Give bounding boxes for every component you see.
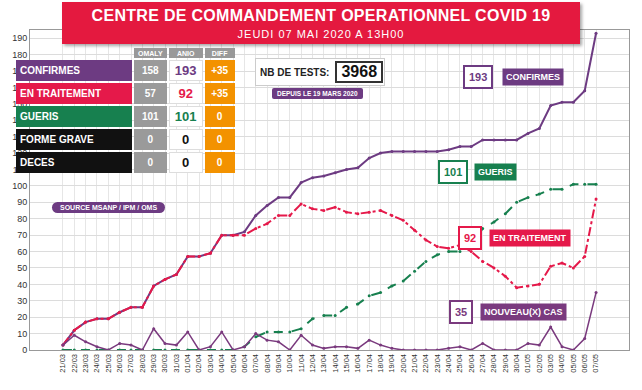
svg-text:30/03: 30/03 (160, 354, 169, 373)
html-text:0: 0 (216, 157, 223, 168)
svg-text:07/04: 07/04 (251, 354, 260, 373)
svg-text:100: 100 (12, 181, 27, 191)
html-text:ANIO: ANIO (176, 49, 195, 57)
svg-text:29/03: 29/03 (149, 354, 158, 373)
svg-text:NOUVEAU(X) CAS: NOUVEAU(X) CAS (484, 307, 563, 317)
svg-text:22/03: 22/03 (70, 354, 79, 373)
html-text:FORME GRAVE: FORME GRAVE (20, 134, 94, 145)
html-text:0: 0 (182, 132, 190, 147)
svg-text:14/04: 14/04 (331, 354, 340, 373)
html-text:+35: +35 (211, 88, 229, 99)
html-text:SOURCE MSANP / IPM / OMS: SOURCE MSANP / IPM / OMS (60, 204, 158, 211)
svg-text:CONFIRMES: CONFIRMES (506, 72, 560, 82)
svg-text:28/04: 28/04 (489, 354, 498, 373)
svg-text:04/04: 04/04 (217, 354, 226, 373)
svg-text:101: 101 (444, 166, 462, 178)
svg-text:03/04: 03/04 (206, 354, 215, 373)
html-text:0: 0 (147, 134, 154, 145)
svg-text:30: 30 (17, 296, 27, 306)
svg-text:24/04: 24/04 (444, 354, 453, 373)
svg-text:13/04: 13/04 (319, 354, 328, 373)
svg-text:70: 70 (17, 230, 27, 240)
html-text:0: 0 (216, 134, 223, 145)
svg-text:25/03: 25/03 (104, 354, 113, 373)
html-text:0: 0 (147, 157, 154, 168)
svg-text:01/05: 01/05 (523, 354, 532, 373)
svg-text:15/04: 15/04 (342, 354, 351, 373)
svg-text:10/04: 10/04 (285, 354, 294, 373)
svg-text:03/05: 03/05 (546, 354, 555, 373)
svg-text:30/04: 30/04 (512, 354, 521, 373)
html-text:JEUDI 07 MAI 2020 A 13H00: JEUDI 07 MAI 2020 A 13H00 (237, 28, 405, 40)
svg-text:27/04: 27/04 (478, 354, 487, 373)
svg-text:EN TRAITEMENT: EN TRAITEMENT (493, 233, 567, 243)
html-text:158: 158 (142, 65, 159, 76)
svg-text:20/04: 20/04 (399, 354, 408, 373)
html-text:CONFIRMES: CONFIRMES (20, 65, 80, 76)
svg-text:19/04: 19/04 (387, 354, 396, 373)
svg-text:10: 10 (17, 329, 27, 339)
svg-text:92: 92 (464, 232, 476, 244)
html-text:OMALY: OMALY (138, 49, 163, 57)
svg-text:20: 20 (17, 312, 27, 322)
svg-text:90: 90 (17, 197, 27, 207)
svg-text:GUERIS: GUERIS (478, 167, 513, 177)
svg-text:22/04: 22/04 (421, 354, 430, 373)
svg-text:26/03: 26/03 (115, 354, 124, 373)
svg-text:06/04: 06/04 (240, 354, 249, 373)
svg-text:07/05: 07/05 (591, 354, 600, 373)
svg-text:17/04: 17/04 (365, 354, 374, 373)
svg-text:193: 193 (469, 71, 487, 83)
svg-text:180: 180 (12, 50, 27, 60)
svg-text:190: 190 (12, 33, 27, 43)
svg-text:35: 35 (455, 306, 467, 318)
svg-text:25/04: 25/04 (455, 354, 464, 373)
html-text:CENTRE DE COMMANDEMENT OPERATI: CENTRE DE COMMANDEMENT OPERATIONNEL COVI… (91, 7, 551, 24)
svg-text:23/04: 23/04 (433, 354, 442, 373)
svg-text:29/04: 29/04 (501, 354, 510, 373)
svg-text:01/04: 01/04 (183, 354, 192, 373)
svg-text:28/03: 28/03 (138, 354, 147, 373)
svg-text:08/04: 08/04 (263, 354, 272, 373)
html-text:+35: +35 (211, 65, 229, 76)
html-text:DECES: DECES (20, 157, 55, 168)
svg-text:26/04: 26/04 (467, 354, 476, 373)
svg-text:80: 80 (17, 214, 27, 224)
svg-text:02/04: 02/04 (194, 354, 203, 373)
html-text:193: 193 (174, 63, 197, 78)
svg-text:05/04: 05/04 (229, 354, 238, 373)
svg-text:23/03: 23/03 (81, 354, 90, 373)
html-text:EN TRAITEMENT: EN TRAITEMENT (20, 88, 102, 99)
svg-text:05/05: 05/05 (569, 354, 578, 373)
svg-text:27/03: 27/03 (126, 354, 135, 373)
svg-text:06/05: 06/05 (580, 354, 589, 373)
svg-text:40: 40 (17, 280, 27, 290)
svg-text:31/03: 31/03 (172, 354, 181, 373)
svg-text:24/03: 24/03 (92, 354, 101, 373)
svg-text:0: 0 (22, 345, 27, 355)
svg-text:11/04: 11/04 (297, 354, 306, 372)
html-text:101: 101 (142, 111, 159, 122)
svg-text:60: 60 (17, 247, 27, 257)
html-text:57: 57 (144, 88, 156, 99)
html-text:NB DE TESTS:: NB DE TESTS: (260, 66, 330, 78)
html-text:GUERIS: GUERIS (20, 111, 59, 122)
html-text:3968: 3968 (341, 63, 377, 80)
svg-text:50: 50 (17, 263, 27, 273)
svg-text:02/05: 02/05 (535, 354, 544, 373)
svg-text:16/04: 16/04 (353, 354, 362, 373)
html-text:92: 92 (178, 86, 193, 101)
svg-text:09/04: 09/04 (274, 354, 283, 373)
svg-text:12/04: 12/04 (308, 354, 317, 373)
html-text:0: 0 (182, 155, 190, 170)
svg-text:21/03: 21/03 (58, 354, 67, 373)
html-text:DIFF: DIFF (211, 49, 228, 57)
html-text:101: 101 (174, 109, 197, 124)
html-text:0: 0 (216, 111, 223, 122)
svg-text:21/04: 21/04 (410, 354, 419, 373)
svg-text:18/04: 18/04 (376, 354, 385, 373)
svg-text:04/05: 04/05 (557, 354, 566, 373)
html-text:DEPUIS LE 19 MARS 2020: DEPUIS LE 19 MARS 2020 (277, 90, 358, 97)
